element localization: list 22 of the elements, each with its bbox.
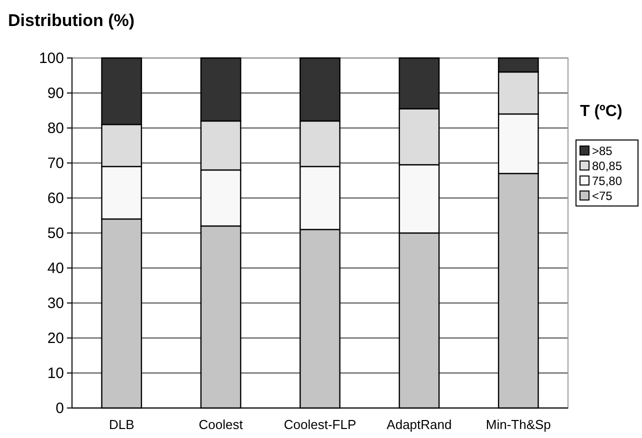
y-tick-label: 10	[47, 364, 64, 382]
x-tick-label: AdaptRand	[386, 417, 452, 432]
legend-label: >85	[592, 144, 613, 158]
y-tick-label: 90	[47, 84, 64, 102]
x-tick-label: Min-Th&Sp	[486, 417, 551, 432]
y-tick-label: 0	[56, 400, 64, 417]
y-tick-label: 20	[47, 330, 64, 347]
x-tick-label: DLB	[108, 417, 134, 432]
y-tick-label: 60	[47, 190, 64, 207]
legend-label: 75,80	[592, 174, 622, 188]
y-tick-label: 30	[47, 294, 64, 312]
legend-title: T (ºC)	[580, 103, 622, 120]
legend-label: 80,85	[592, 159, 622, 173]
legend-label: <75	[592, 189, 613, 203]
y-tick-label: 50	[47, 224, 64, 242]
x-tick-label: Coolest-FLP	[284, 417, 356, 432]
y-tick-label: 100	[38, 50, 64, 67]
y-tick-label: 80	[47, 120, 64, 137]
x-tick-label: Coolest	[198, 417, 244, 432]
chart-title: Distribution (%)	[8, 11, 135, 30]
y-tick-label: 70	[47, 154, 64, 172]
y-tick-label: 40	[47, 260, 64, 277]
